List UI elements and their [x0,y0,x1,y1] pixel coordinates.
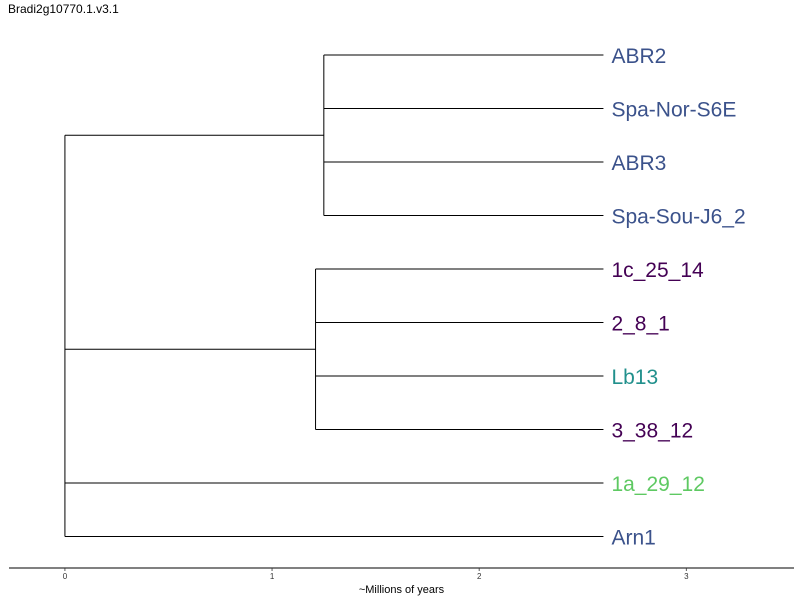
tree-branches [64,54,604,537]
tip-label: Arn1 [611,527,655,550]
tip-label: 1a_29_12 [611,473,704,496]
axis-tick-label: 3 [684,572,689,581]
axis-tick-label: 1 [270,572,275,581]
tip-label: 2_8_1 [611,313,669,336]
time-axis: 0 1 2 3 ~Millions of years [9,567,794,596]
axis-tick-label: 2 [477,572,482,581]
tip-labels: ABR2 Spa-Nor-S6E ABR3 Spa-Sou-J6_2 1c_25_14 2… [611,45,745,550]
tip-label: ABR3 [611,152,666,175]
tip-label: 3_38_12 [611,420,693,443]
tip-label: Spa-Sou-J6_2 [611,206,745,229]
tip-label: ABR2 [611,45,666,68]
axis-label: ~Millions of years [359,584,445,596]
tip-label: 1c_25_14 [611,259,704,282]
plot-title: Bradi2g10770.1.v3.1 [8,2,119,16]
axis-ticks: 0 1 2 3 [63,568,689,581]
axis-tick-label: 0 [63,572,68,581]
tip-label: Spa-Nor-S6E [611,99,736,122]
tip-label: Lb13 [611,366,658,389]
